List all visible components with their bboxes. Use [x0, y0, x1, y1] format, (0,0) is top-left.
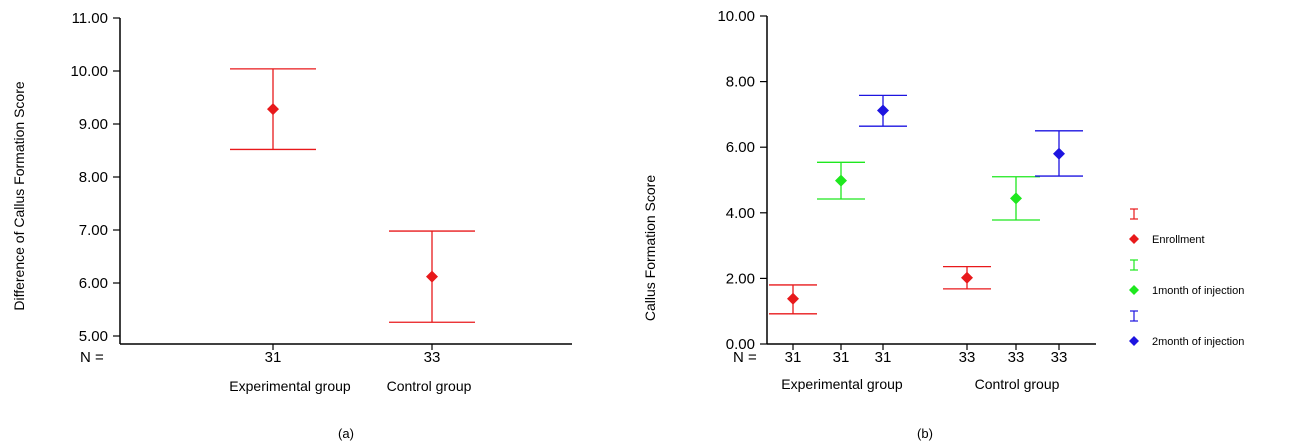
panel-b-3-1-mean-marker [877, 104, 889, 117]
panel-a-n-label: N = [80, 349, 104, 366]
panel-a-caption: (a) [338, 426, 354, 441]
panel-a-category-label: Control group [387, 378, 472, 394]
legend-diamond-icon [1129, 336, 1139, 346]
panel-b-category-label: Experimental group [781, 376, 903, 392]
legend-diamond-icon [1129, 285, 1139, 295]
panel-a-y-tick-label: 6.00 [79, 275, 108, 292]
legend-diamond-icon [1129, 234, 1139, 244]
panel-b-2-2-mean-marker [1010, 192, 1022, 205]
panel-a-y-axis-label: Difference of Callus Formation Score [11, 81, 27, 310]
panel-b: 0.00 2.00 4.00 6.00 8.00 10.00 31 33 31 33 31 33 Ex… [642, 8, 1244, 441]
panel-a-y-tick-label: 8.00 [79, 169, 108, 186]
panel-b-y-tick-label: 6.00 [726, 139, 755, 156]
panel-b-n-value: 31 [785, 349, 802, 366]
panel-a-point-2-mean-marker [426, 270, 438, 283]
panel-b-n-value: 33 [1051, 349, 1068, 366]
panel-a-point-1-mean-marker [267, 103, 279, 116]
panel-a-y-tick-label: 11.00 [72, 10, 108, 27]
panel-b-y-tick-label: 4.00 [726, 205, 755, 222]
panel-a-n-value: 33 [424, 349, 441, 366]
panel-b-n-value: 33 [959, 349, 976, 366]
panel-a-y-tick-label: 7.00 [79, 222, 108, 239]
panel-b-n-value: 33 [1008, 349, 1025, 366]
panel-b-caption: (b) [917, 426, 933, 441]
panel-b-1-2-mean-marker [961, 271, 973, 284]
panel-b-category-label: Control group [975, 376, 1060, 392]
panel-b-3-2-mean-marker [1053, 147, 1065, 160]
panel-b-1-1-mean-marker [787, 292, 799, 305]
panel-b-y-tick-label: 2.00 [726, 270, 755, 287]
panel-b-y-axis-label: Callus Formation Score [642, 175, 658, 321]
panel-b-n-value: 31 [833, 349, 850, 366]
panel-a-y-tick-label: 10.00 [70, 63, 108, 80]
panel-a-y-tick-label: 5.00 [79, 328, 108, 345]
panel-b-y-tick-label: 8.00 [726, 74, 755, 91]
panel-a-category-label: Experimental group [229, 378, 351, 394]
legend-entry-label: 1month of injection [1152, 285, 1244, 297]
legend-entry-label: Enrollment [1152, 234, 1205, 246]
panel-b-n-label: N = [733, 349, 757, 366]
panel-b-y-tick-label: 0.00 [726, 336, 755, 353]
panel-b-2-1-mean-marker [835, 174, 847, 187]
panel-a-y-tick-label: 9.00 [79, 116, 108, 133]
legend-entry-label: 2month of injection [1152, 336, 1244, 348]
panel-a-n-value: 31 [265, 349, 282, 366]
panel-b-y-tick-label: 10.00 [717, 8, 755, 25]
panel-a: 5.00 6.00 7.00 8.00 9.00 10.00 11.00 31 33 Exper… [11, 10, 572, 441]
panel-b-n-value: 31 [875, 349, 892, 366]
